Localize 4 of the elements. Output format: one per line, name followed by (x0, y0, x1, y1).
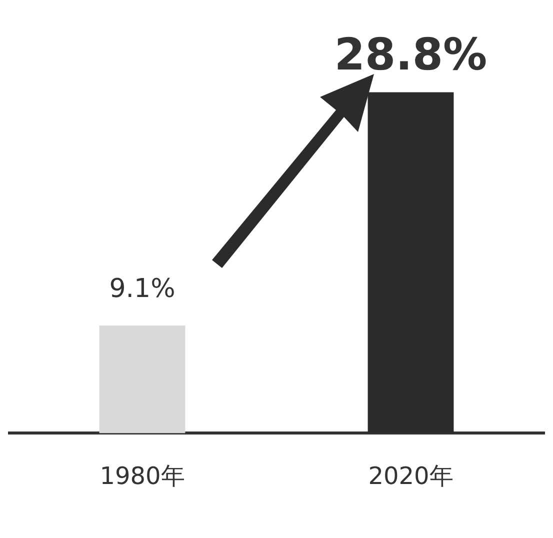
data-label: 9.1% (109, 274, 176, 304)
x-tick-label: 2020年 (368, 462, 454, 490)
data-label: 28.8% (334, 30, 488, 81)
x-tick-label: 1980年 (100, 462, 185, 490)
